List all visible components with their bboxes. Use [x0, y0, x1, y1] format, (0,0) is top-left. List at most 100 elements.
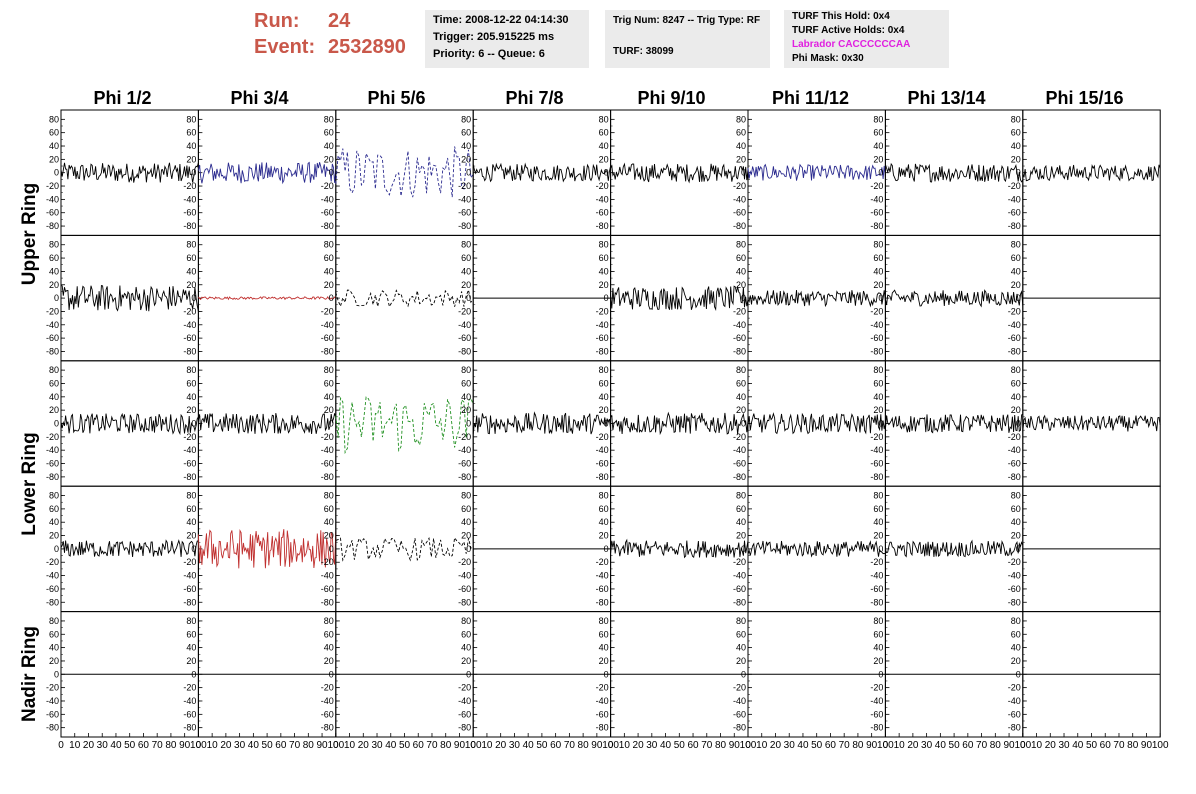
y-tick-label: 40: [1011, 517, 1021, 527]
x-tick-label: 40: [1072, 740, 1084, 751]
y-tick-label: 20: [599, 280, 609, 290]
waveform-trace: [884, 162, 1024, 183]
y-tick-label: 20: [736, 405, 746, 415]
y-tick-label: -60: [870, 459, 883, 469]
y-tick-label: -20: [733, 432, 746, 442]
y-tick-label: 40: [599, 517, 609, 527]
y-tick-label: 60: [873, 629, 883, 639]
y-tick-label: -40: [596, 320, 609, 330]
y-tick-label: -40: [733, 320, 746, 330]
y-tick-label: 40: [1011, 643, 1021, 653]
y-tick-label: 60: [599, 253, 609, 263]
y-tick-label: 60: [324, 504, 334, 514]
y-tick-label: -80: [46, 472, 59, 482]
x-tick-label: 90: [591, 740, 603, 751]
priority-text: Priority: 6 -- Queue: 6: [433, 48, 545, 60]
y-tick-label: -40: [183, 696, 196, 706]
y-tick-label: 80: [736, 365, 746, 375]
y-tick-label: 80: [186, 491, 196, 501]
y-tick-label: -60: [458, 208, 471, 218]
y-tick-label: 80: [736, 114, 746, 124]
x-tick-label: 50: [811, 740, 823, 751]
y-tick-label: 80: [49, 114, 59, 124]
x-tick-label: 50: [1086, 740, 1098, 751]
x-tick-label: 50: [124, 740, 136, 751]
y-tick-label: 20: [324, 280, 334, 290]
y-tick-label: 0: [1016, 419, 1021, 429]
y-tick-label: -80: [596, 723, 609, 733]
y-tick-label: 60: [736, 629, 746, 639]
y-tick-label: 20: [49, 280, 59, 290]
waveform-trace: [60, 285, 199, 312]
x-tick-label: 50: [262, 740, 274, 751]
y-tick-label: -80: [733, 221, 746, 231]
x-tick-label: 60: [275, 740, 287, 751]
y-tick-label: 40: [324, 392, 334, 402]
y-tick-label: -60: [596, 709, 609, 719]
y-tick-label: 20: [873, 154, 883, 164]
y-tick-label: 60: [1011, 504, 1021, 514]
column-title-phi-7-8: Phi 7/8: [505, 88, 564, 108]
y-tick-label: -20: [596, 181, 609, 191]
waveform-trace: [1022, 164, 1161, 182]
y-tick-label: 0: [329, 419, 334, 429]
y-tick-label: 60: [461, 128, 471, 138]
y-tick-label: -20: [733, 306, 746, 316]
x-tick-label: 80: [578, 740, 590, 751]
x-tick-label: 90: [454, 740, 466, 751]
y-tick-label: 0: [466, 544, 471, 554]
waveform-trace: [884, 413, 1023, 434]
y-tick-label: 60: [186, 253, 196, 263]
y-tick-label: -40: [733, 445, 746, 455]
y-tick-label: 60: [736, 378, 746, 388]
y-tick-label: -80: [321, 346, 334, 356]
y-tick-label: 40: [599, 643, 609, 653]
y-tick-label: -80: [870, 221, 883, 231]
y-tick-label: -20: [183, 181, 196, 191]
y-tick-label: -40: [870, 320, 883, 330]
y-tick-label: 60: [1011, 128, 1021, 138]
y-tick-label: -80: [596, 221, 609, 231]
y-tick-label: -40: [596, 194, 609, 204]
y-tick-label: -60: [733, 584, 746, 594]
time-text: Time: 2008-12-22 04:14:30: [433, 14, 569, 26]
y-tick-label: 20: [324, 154, 334, 164]
y-tick-label: 80: [1011, 616, 1021, 626]
y-tick-label: -80: [733, 472, 746, 482]
waveform-trace: [884, 289, 1024, 308]
y-tick-label: -20: [321, 306, 334, 316]
y-tick-label: -20: [458, 432, 471, 442]
y-tick-label: 20: [324, 405, 334, 415]
y-tick-label: 20: [461, 280, 471, 290]
y-tick-label: 0: [466, 669, 471, 679]
x-tick-label: 0: [333, 740, 339, 751]
y-tick-label: -20: [596, 557, 609, 567]
y-tick-label: 80: [461, 616, 471, 626]
y-tick-label: -40: [321, 194, 334, 204]
y-tick-label: 0: [741, 168, 746, 178]
x-tick-label: 0: [1020, 740, 1026, 751]
y-tick-label: -60: [458, 584, 471, 594]
y-tick-label: -20: [1008, 557, 1021, 567]
y-tick-label: -60: [1008, 208, 1021, 218]
y-tick-label: 80: [1011, 114, 1021, 124]
y-tick-label: 60: [186, 378, 196, 388]
y-tick-label: 80: [49, 240, 59, 250]
x-tick-label: 100: [190, 740, 207, 751]
x-tick-label: 20: [358, 740, 370, 751]
y-tick-label: -20: [1008, 432, 1021, 442]
y-tick-label: 0: [466, 293, 471, 303]
y-tick-label: -40: [870, 445, 883, 455]
x-tick-label: 100: [877, 740, 894, 751]
y-tick-label: 60: [49, 378, 59, 388]
y-tick-label: 60: [599, 504, 609, 514]
y-tick-label: 60: [49, 253, 59, 263]
x-tick-label: 10: [894, 740, 906, 751]
y-tick-label: -40: [1008, 194, 1021, 204]
y-tick-label: -80: [46, 221, 59, 231]
y-tick-label: 20: [873, 405, 883, 415]
y-tick-label: 80: [599, 114, 609, 124]
x-tick-label: 10: [207, 740, 219, 751]
y-tick-label: 20: [873, 656, 883, 666]
x-tick-label: 100: [465, 740, 482, 751]
